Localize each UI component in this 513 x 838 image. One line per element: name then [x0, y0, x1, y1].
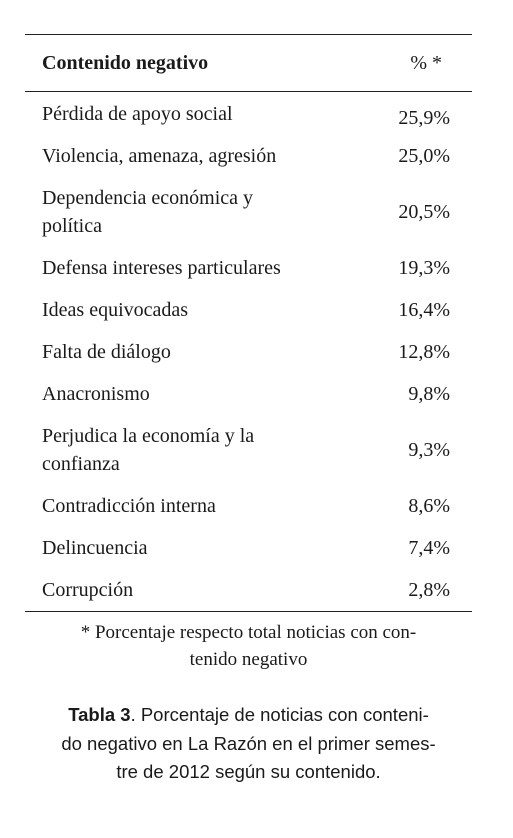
percent-cell: 16,4%	[398, 299, 450, 321]
cell-line: Contradicción interna	[42, 495, 216, 517]
caption-line: do negativo en La Razón en el primer sem…	[61, 732, 436, 754]
content-cell: Delincuencia	[25, 527, 372, 569]
percent-cell: 7,4%	[408, 537, 450, 559]
cell-line: Dependencia económica y	[42, 187, 254, 209]
percent-cell: 20,5%	[398, 201, 450, 223]
caption-label: Tabla 3	[68, 704, 131, 725]
percent-cell: 12,8%	[398, 341, 450, 363]
table-row: Delincuencia 7,4%	[25, 527, 472, 569]
caption-line: Tabla 3. Porcentaje de noticias con cont…	[25, 701, 472, 730]
table-row: Corrupción 2,8%	[25, 569, 472, 612]
cell-line: confianza	[42, 453, 120, 475]
table-header: Contenido negativo % *	[25, 34, 472, 92]
percent-cell: 19,3%	[398, 257, 450, 279]
cell-line: Falta de diálogo	[42, 341, 171, 363]
percent-cell: 9,3%	[408, 439, 450, 461]
footnote-line: * Porcentaje respecto total noticias con…	[80, 622, 417, 643]
header-cell: Contenido negativo	[42, 51, 209, 74]
cell-line: Anacronismo	[42, 383, 150, 405]
footnote-line: tenido negativo	[189, 649, 308, 670]
table-row: Falta de diálogo 12,8%	[25, 331, 472, 373]
caption: Tabla 3. Porcentaje de noticias con cont…	[25, 701, 472, 787]
table-row: Perjudica la economía y la confianza 9,3%	[25, 415, 472, 485]
table-row: Defensa intereses particulares 19,3%	[25, 247, 472, 289]
percent-cell: 9,8%	[408, 383, 450, 405]
table-body: Pérdida de apoyo social 25,9% Violencia, a…	[25, 92, 472, 612]
header-row: Contenido negativo % *	[25, 34, 472, 92]
cell-line: Corrupción	[42, 579, 134, 601]
content-cell: Corrupción	[25, 569, 372, 612]
table-row: Ideas equivocadas 16,4%	[25, 289, 472, 331]
table-row: Contradicción interna 8,6%	[25, 485, 472, 527]
percent-cell: 25,0%	[398, 145, 450, 167]
percent-cell: 25,9%	[398, 106, 450, 129]
cell-line: Ideas equivocadas	[42, 299, 189, 321]
percent-cell: 8,6%	[408, 495, 450, 517]
table: Contenido negativo % * Pérdida de apoyo …	[25, 34, 472, 612]
percent-cell: 2,8%	[408, 579, 450, 601]
content-cell: Defensa intereses particulares	[25, 247, 372, 289]
cell-line: Perjudica la economía y la	[42, 425, 255, 447]
table-row: Dependencia económica y política 20,5%	[25, 177, 472, 247]
caption-text: . Porcentaje de noticias con conteni-	[130, 704, 429, 725]
caption-line: tre de 2012 según su contenido.	[116, 761, 381, 782]
content-cell: Dependencia económica y política	[25, 177, 372, 247]
cell-line: Defensa intereses particulares	[42, 257, 281, 279]
cell-line: Delincuencia	[42, 537, 148, 559]
table-row: Pérdida de apoyo social 25,9%	[25, 92, 472, 136]
content-cell: Pérdida de apoyo social	[25, 92, 372, 136]
cell-line: Violencia, amenaza, agresión	[42, 145, 277, 167]
table-row: Anacronismo 9,8%	[25, 373, 472, 415]
footnote: * Porcentaje respecto total noticias con…	[25, 619, 472, 673]
content-cell: Violencia, amenaza, agresión	[25, 135, 372, 177]
content-cell: Perjudica la economía y la confianza	[25, 415, 372, 485]
content-cell: Contradicción interna	[25, 485, 372, 527]
content-cell: Ideas equivocadas	[25, 289, 372, 331]
cell-line: política	[42, 215, 102, 237]
content-cell: Anacronismo	[25, 373, 372, 415]
content-cell: Falta de diálogo	[25, 331, 372, 373]
header-cell: % *	[410, 51, 442, 74]
cell-line: Pérdida de apoyo social	[42, 103, 233, 125]
table-row: Violencia, amenaza, agresión 25,0%	[25, 135, 472, 177]
